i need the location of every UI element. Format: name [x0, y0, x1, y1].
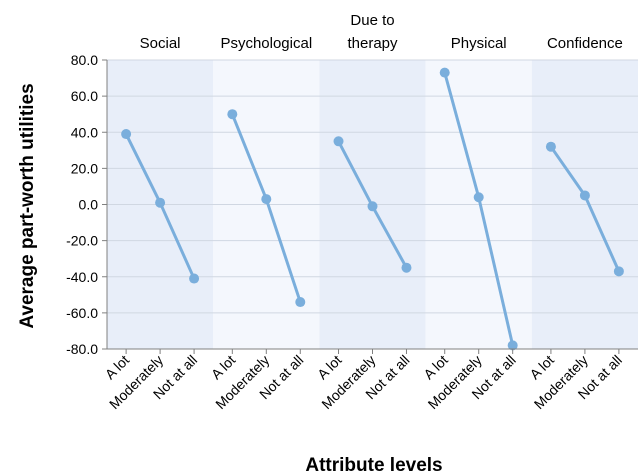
x-axis-title: Attribute levels [305, 455, 442, 476]
y-tick-label: -20.0 [66, 233, 98, 249]
y-tick-label: 0.0 [79, 197, 99, 213]
axes [102, 59, 638, 354]
data-point [189, 273, 200, 284]
data-point [261, 194, 272, 205]
data-point [401, 262, 412, 273]
data-point [545, 141, 556, 152]
y-tick-label: -80.0 [66, 341, 98, 357]
y-tick-label: 40.0 [71, 124, 98, 140]
series-lines [121, 67, 624, 351]
panel-title: Social [140, 35, 181, 52]
data-point [333, 136, 344, 147]
data-point [613, 266, 624, 277]
y-tick-label: 80.0 [71, 52, 98, 68]
y-tick-label: -60.0 [66, 305, 98, 321]
data-point [439, 67, 450, 78]
y-tick-label: 60.0 [71, 88, 98, 104]
data-point [121, 129, 132, 140]
data-point [227, 109, 238, 120]
data-point [507, 340, 518, 351]
data-point [155, 197, 166, 208]
y-tick-label: -40.0 [66, 269, 98, 285]
data-point [579, 190, 590, 201]
panel-title: Due to [350, 12, 394, 29]
y-axis-title: Average part-worth utilities [17, 83, 38, 328]
data-point [295, 297, 306, 308]
panel-title: Psychological [220, 35, 312, 52]
panel-title: Physical [451, 35, 507, 52]
data-point [473, 192, 484, 203]
data-point [367, 201, 378, 212]
panel-title: Confidence [547, 35, 623, 52]
panel-title: therapy [347, 35, 398, 52]
y-tick-label: 20.0 [71, 160, 98, 176]
